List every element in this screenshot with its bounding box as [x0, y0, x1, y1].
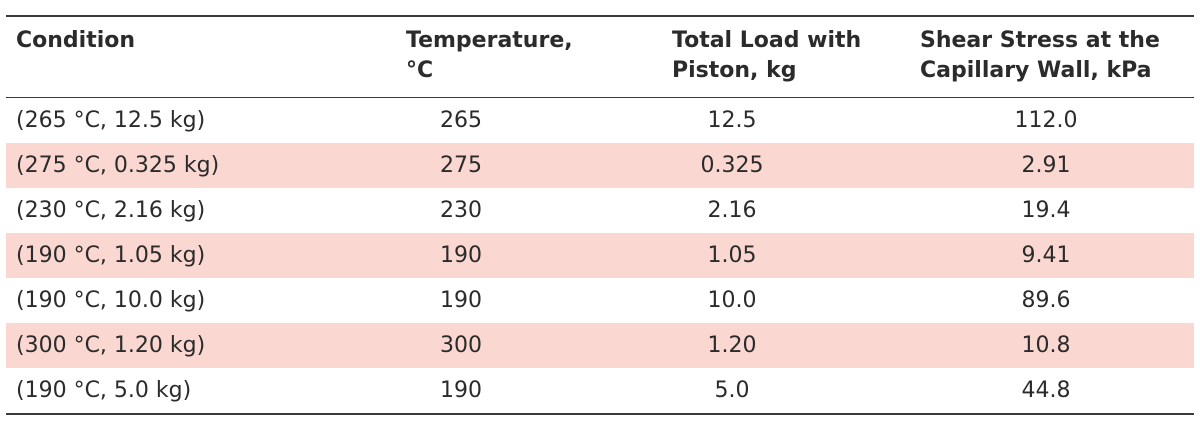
cell-shear-stress: 10.8 — [1021, 333, 1071, 358]
cell-total-load: 5.0 — [714, 378, 750, 403]
cell-temperature: 190 — [440, 288, 482, 313]
table-header: Condition Temperature, °C Total Load wit… — [6, 17, 1194, 97]
cell-condition: (190 °C, 1.05 kg) — [16, 243, 206, 268]
header-rule — [6, 97, 1194, 98]
cell-total-load: 1.05 — [707, 243, 757, 268]
cell-temperature: 190 — [440, 243, 482, 268]
table-row: (190 °C, 1.05 kg) 190 1.05 9.41 — [6, 233, 1194, 278]
cell-shear-stress: 112.0 — [1014, 108, 1078, 133]
cell-temperature: 190 — [440, 378, 482, 403]
cell-shear-stress: 19.4 — [1021, 198, 1071, 223]
header-shear-stress: Shear Stress at the Capillary Wall, kPa — [920, 28, 1160, 83]
header-condition: Condition — [16, 28, 136, 53]
cell-shear-stress: 2.91 — [1021, 153, 1071, 178]
cell-shear-stress: 89.6 — [1021, 288, 1071, 313]
cell-condition: (190 °C, 10.0 kg) — [16, 288, 206, 313]
cell-total-load: 10.0 — [707, 288, 757, 313]
cell-temperature: 230 — [440, 198, 482, 223]
cell-total-load: 1.20 — [707, 333, 757, 358]
table-row: (190 °C, 5.0 kg) 190 5.0 44.8 — [6, 368, 1194, 413]
cell-condition: (300 °C, 1.20 kg) — [16, 333, 206, 358]
cell-condition: (190 °C, 5.0 kg) — [16, 378, 192, 403]
data-table: Condition Temperature, °C Total Load wit… — [6, 15, 1194, 415]
header-temperature: Temperature, °C — [406, 28, 573, 83]
cell-total-load: 0.325 — [700, 153, 764, 178]
cell-condition: (230 °C, 2.16 kg) — [16, 198, 206, 223]
cell-condition: (275 °C, 0.325 kg) — [16, 153, 220, 178]
top-rule — [6, 15, 1194, 17]
table-row: (230 °C, 2.16 kg) 230 2.16 19.4 — [6, 188, 1194, 233]
table-row: (275 °C, 0.325 kg) 275 0.325 2.91 — [6, 143, 1194, 188]
bottom-rule — [6, 413, 1194, 415]
header-total-load: Total Load with Piston, kg — [672, 28, 862, 83]
cell-temperature: 265 — [440, 108, 482, 133]
cell-total-load: 12.5 — [707, 108, 757, 133]
cell-shear-stress: 9.41 — [1021, 243, 1071, 268]
cell-shear-stress: 44.8 — [1021, 378, 1071, 403]
cell-temperature: 300 — [440, 333, 482, 358]
table-row: (300 °C, 1.20 kg) 300 1.20 10.8 — [6, 323, 1194, 368]
cell-temperature: 275 — [440, 153, 482, 178]
cell-condition: (265 °C, 12.5 kg) — [16, 108, 206, 133]
table-row: (190 °C, 10.0 kg) 190 10.0 89.6 — [6, 278, 1194, 323]
table-row: (265 °C, 12.5 kg) 265 12.5 112.0 — [6, 98, 1194, 143]
cell-total-load: 2.16 — [707, 198, 757, 223]
